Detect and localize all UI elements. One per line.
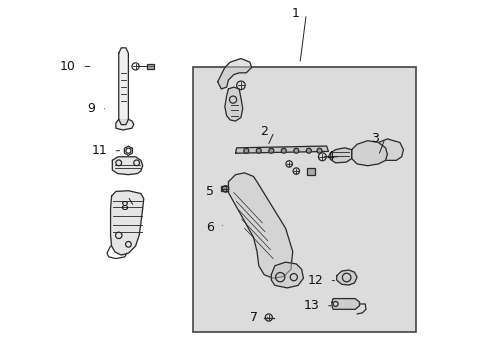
- Bar: [147, 64, 153, 68]
- Polygon shape: [224, 87, 242, 121]
- Text: 13: 13: [303, 299, 319, 312]
- Text: 9: 9: [87, 102, 95, 115]
- Text: 7: 7: [249, 311, 258, 324]
- Polygon shape: [110, 191, 143, 255]
- Circle shape: [316, 148, 322, 153]
- Text: 10: 10: [60, 60, 76, 73]
- Circle shape: [256, 148, 261, 153]
- Text: 8: 8: [120, 200, 127, 213]
- Circle shape: [305, 148, 311, 153]
- Text: 6: 6: [206, 221, 214, 234]
- Polygon shape: [378, 139, 403, 160]
- Polygon shape: [235, 146, 328, 153]
- Text: 12: 12: [307, 274, 323, 287]
- Bar: [306, 168, 314, 175]
- Text: 2: 2: [259, 125, 267, 138]
- Text: 11: 11: [91, 144, 107, 157]
- Circle shape: [293, 148, 298, 153]
- Bar: [221, 186, 227, 192]
- Text: 3: 3: [370, 132, 378, 145]
- Polygon shape: [351, 141, 386, 166]
- Text: 5: 5: [206, 185, 214, 198]
- Polygon shape: [112, 157, 142, 175]
- Polygon shape: [271, 262, 303, 288]
- Text: 4: 4: [325, 150, 333, 163]
- Polygon shape: [331, 298, 359, 309]
- Polygon shape: [116, 119, 134, 130]
- Polygon shape: [336, 270, 356, 285]
- Circle shape: [244, 148, 248, 153]
- Text: 1: 1: [291, 8, 299, 21]
- Polygon shape: [228, 173, 292, 278]
- Circle shape: [268, 148, 273, 153]
- Circle shape: [281, 148, 285, 153]
- Polygon shape: [329, 148, 351, 163]
- Bar: [192, 67, 415, 332]
- Polygon shape: [119, 48, 128, 125]
- Polygon shape: [217, 59, 251, 89]
